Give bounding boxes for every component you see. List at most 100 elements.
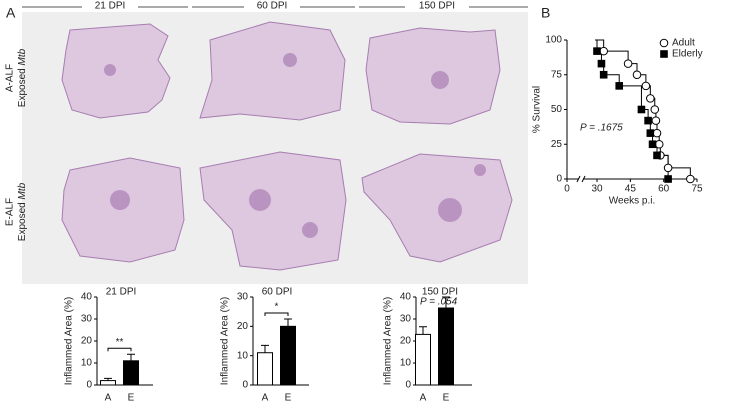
survival-marker [664, 175, 672, 183]
annotation: P = .1675 [580, 123, 623, 134]
annotation: P = .054 [420, 297, 458, 308]
row-text: Exposed [17, 68, 28, 107]
survival-marker [623, 59, 633, 68]
y-tick-label: 20 [81, 336, 93, 347]
row-label: E-ALF Exposed Mtb [5, 182, 28, 241]
y-label: % Survival [532, 86, 543, 133]
column-header: 60 DPI [257, 1, 288, 12]
error-bar [261, 344, 269, 353]
lesion [249, 189, 271, 211]
y-axis-label: Inflammed Area (%) [220, 297, 231, 385]
legend-label: Adult [672, 38, 695, 49]
x-tick-label: 45 [625, 184, 637, 195]
panel-label: A [6, 5, 16, 21]
y-tick-label: 100 [545, 35, 562, 46]
column-headers: 21 DPI 60 DPI 150 DPI [22, 0, 528, 12]
lung-section [61, 23, 171, 119]
survival-marker [654, 139, 664, 149]
lung-images [61, 21, 513, 271]
y-tick-label: 0 [86, 380, 92, 391]
x-tick-label: 75 [691, 184, 703, 195]
y-tick-label: 0 [405, 380, 411, 391]
legend-marker [660, 50, 668, 58]
lung-section [199, 151, 347, 271]
panel-label: B [541, 5, 550, 21]
bar [100, 380, 116, 386]
x-tick-label: 0 [564, 184, 570, 195]
survival-marker [652, 128, 662, 138]
survival-marker [599, 70, 608, 79]
survival-marker [653, 151, 661, 160]
y-tick-label: 30 [237, 292, 249, 303]
x-tick-label: 30 [591, 184, 603, 195]
y-label: Inflammed Area (%) [383, 297, 394, 385]
survival-marker [646, 129, 655, 137]
survival-marker [648, 140, 657, 149]
error-bar [127, 353, 135, 361]
lung-section [361, 153, 513, 263]
survival-marker [637, 105, 646, 114]
significance-bracket [264, 312, 289, 316]
bar [438, 307, 454, 386]
survival-marker [686, 174, 695, 184]
y-tick-label: 10 [81, 358, 93, 369]
survival-marker [593, 47, 601, 55]
x-tick-label: 60 [658, 184, 670, 195]
axis-break [576, 175, 586, 183]
y-tick-label: 40 [81, 292, 93, 303]
chart-title: 60 DPI [262, 287, 293, 298]
row-line: A-ALF [5, 64, 16, 92]
survival-marker [646, 94, 655, 103]
row-text: Exposed [17, 202, 28, 241]
y-tick-label: 10 [237, 350, 249, 361]
survival-marker [663, 163, 673, 173]
y-tick-label: 50 [551, 104, 563, 115]
error-bar [419, 326, 427, 335]
row-italic: Mtb [17, 182, 28, 199]
column-header: 21 DPI [95, 1, 126, 12]
y-tick-label: 10 [400, 358, 412, 369]
x-axis-label: Weeks p.i. [609, 196, 656, 207]
survival-marker [615, 82, 624, 90]
legend-marker [659, 38, 669, 48]
x-tick-label: E [285, 393, 292, 404]
x-tick-label: A [105, 393, 112, 404]
lung-section [199, 21, 346, 121]
lesion [104, 64, 116, 76]
annotation: ** [116, 337, 124, 348]
y-label: Inflammed Area (%) [220, 297, 231, 385]
error-bar [284, 318, 292, 327]
y-tick-label: 30 [81, 314, 93, 325]
y-tick-label: 20 [237, 321, 249, 332]
lesion [431, 71, 449, 89]
bar [123, 360, 139, 386]
survival-marker [632, 70, 642, 80]
error-bar [442, 296, 450, 308]
y-label: Inflammed Area (%) [64, 297, 75, 385]
bar [415, 333, 431, 386]
y-axis-label: % Survival [532, 86, 543, 133]
x-tick-label: A [262, 393, 269, 404]
survival-marker [650, 105, 660, 114]
row-line: Exposed Mtb [17, 182, 28, 241]
survival-marker [597, 59, 606, 68]
row-line: E-ALF [5, 198, 16, 226]
chart-title: 21 DPI [106, 287, 137, 298]
lesion [110, 190, 130, 210]
y-axis-label: Inflammed Area (%) [383, 297, 394, 385]
row-line: Exposed Mtb [17, 48, 28, 107]
y-tick-label: 0 [242, 380, 248, 391]
y-tick-label: 40 [400, 292, 412, 303]
significance-bracket [107, 347, 132, 352]
y-tick-label: 0 [556, 174, 562, 185]
lesion [438, 198, 462, 222]
y-tick-label: 30 [400, 314, 412, 325]
bar [257, 352, 273, 386]
x-tick-label: A [420, 393, 427, 404]
annotation: * [275, 302, 279, 313]
row-italic: Mtb [17, 48, 28, 65]
survival-marker [644, 116, 652, 125]
y-axis-label: Inflammed Area (%) [64, 297, 75, 385]
lesion [302, 222, 318, 238]
